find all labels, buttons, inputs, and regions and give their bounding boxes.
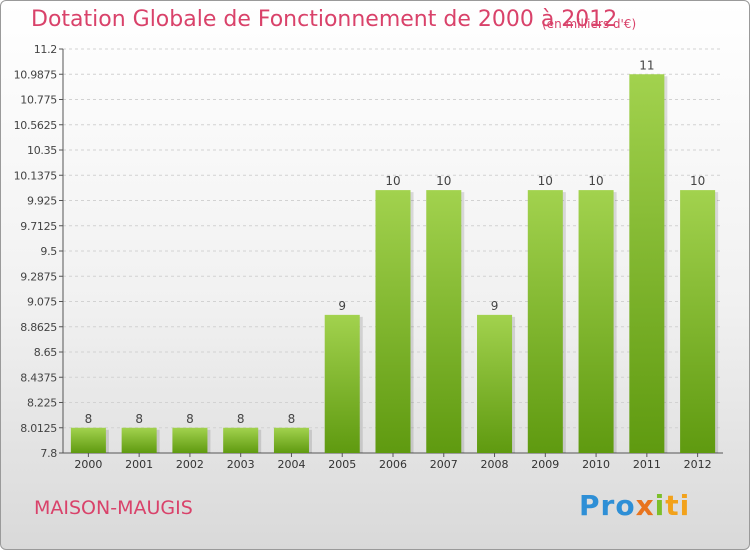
logo-part: ti xyxy=(665,489,691,522)
x-tick-label: 2010 xyxy=(582,458,610,471)
logo-part: Pro xyxy=(579,489,636,522)
chart-title: Dotation Globale de Fonctionnement de 20… xyxy=(31,7,618,32)
bar-2012 xyxy=(680,190,716,453)
data-label: 8 xyxy=(85,412,93,426)
x-tick-label: 2004 xyxy=(277,458,305,471)
y-tick-label: 10.9875 xyxy=(14,68,58,81)
data-label: 10 xyxy=(385,174,400,188)
y-tick-label: 9.925 xyxy=(27,195,57,208)
x-tick-label: 2012 xyxy=(684,458,712,471)
y-tick-label: 11.2 xyxy=(34,43,57,56)
bar-2006 xyxy=(375,190,411,453)
x-tick-labels: 2000 2001 2002 2003 2004 2005 2006 2007 2008 2009… xyxy=(74,458,711,471)
bar-2003 xyxy=(223,427,259,453)
y-tick-label: 10.775 xyxy=(20,94,57,107)
bar-2000 xyxy=(70,427,106,453)
y-tick-label: 9.2875 xyxy=(20,270,57,283)
bar-2004 xyxy=(273,427,309,453)
y-tick-label: 9.5 xyxy=(40,245,57,258)
bar-2002 xyxy=(172,427,208,453)
data-label: 9 xyxy=(338,299,346,313)
y-tick-label: 10.1375 xyxy=(14,169,58,182)
x-tick-label: 2006 xyxy=(379,458,407,471)
y-tick-label: 9.7125 xyxy=(20,220,57,233)
chart-unit: (en milliers d'€) xyxy=(542,17,637,31)
data-label: 10 xyxy=(690,174,705,188)
data-labels: 8 8 8 8 8 9 10 10 9 10 10 11 10 xyxy=(85,58,706,426)
data-label: 8 xyxy=(186,412,194,426)
y-tick-label: 8.225 xyxy=(27,397,57,410)
y-tick-label: 8.4375 xyxy=(20,371,57,384)
y-tick-label: 8.0125 xyxy=(20,422,57,435)
x-tick-label: 2009 xyxy=(531,458,559,471)
x-tick-label: 2008 xyxy=(481,458,509,471)
x-tick-label: 2001 xyxy=(125,458,153,471)
bar-2011 xyxy=(629,74,665,453)
y-tick-label: 8.65 xyxy=(34,346,58,359)
bar-2001 xyxy=(121,427,157,453)
data-label: 8 xyxy=(288,412,296,426)
logo-part: x xyxy=(635,489,655,522)
proxiti-logo[interactable]: Proxiti xyxy=(579,489,690,522)
x-tick-label: 2000 xyxy=(74,458,102,471)
data-label: 9 xyxy=(491,299,499,313)
y-tick-label: 9.075 xyxy=(27,296,57,309)
bar-2005 xyxy=(324,314,360,453)
x-tick-label: 2002 xyxy=(176,458,204,471)
bar-2007 xyxy=(426,190,462,453)
x-tick-label: 2005 xyxy=(328,458,356,471)
y-tick-labels: 7.8 8.0125 8.225 8.4375 8.65 8.8625 9.075 9.287… xyxy=(14,43,58,460)
bar-2010 xyxy=(578,190,614,453)
bars xyxy=(70,74,719,453)
data-label: 8 xyxy=(237,412,245,426)
data-label: 10 xyxy=(436,174,451,188)
x-tick-label: 2007 xyxy=(430,458,458,471)
bar-2008 xyxy=(477,314,513,453)
y-tick-label: 10.5625 xyxy=(14,119,58,132)
x-tick-label: 2011 xyxy=(633,458,661,471)
logo-part: i xyxy=(654,489,666,522)
y-tick-label: 10.35 xyxy=(27,144,57,157)
bar-2009 xyxy=(527,190,563,453)
data-label: 10 xyxy=(588,174,603,188)
y-tick-label: 7.8 xyxy=(40,447,57,460)
place-name: MAISON-MAUGIS xyxy=(34,497,193,519)
data-label: 10 xyxy=(538,174,553,188)
data-label: 11 xyxy=(639,58,654,72)
x-tick-label: 2003 xyxy=(227,458,255,471)
y-tick-label: 8.8625 xyxy=(20,321,57,334)
data-label: 8 xyxy=(135,412,143,426)
